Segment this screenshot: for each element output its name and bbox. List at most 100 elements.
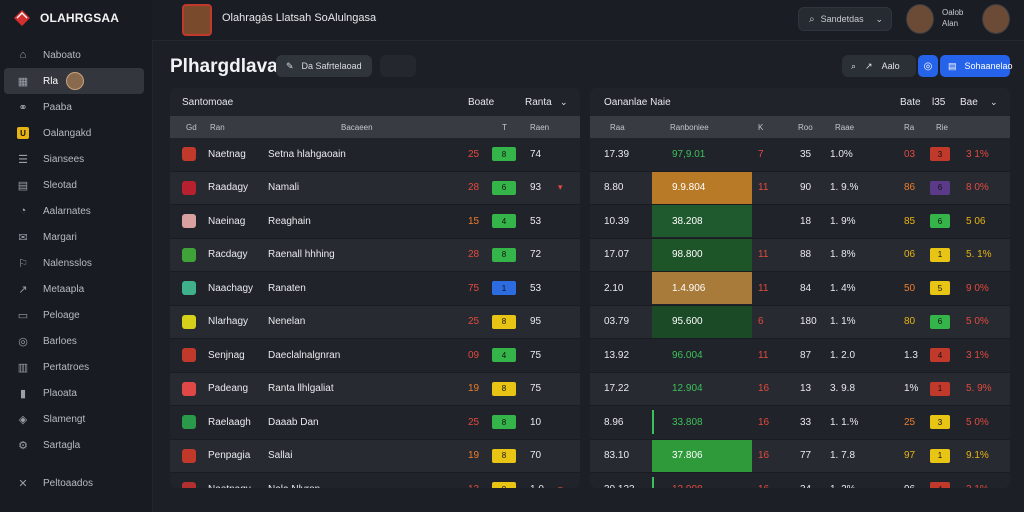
sidebar-item[interactable]: ◔ Aalarnates (0, 198, 152, 224)
col-label[interactable]: Ranboniee (670, 122, 709, 132)
col-label[interactable]: Roo (798, 122, 813, 132)
table-row[interactable]: Senjnag Daeclalnalgnran 09 4 75 (170, 339, 580, 373)
sidebar-item[interactable]: ▥ Pertatroes (0, 354, 152, 380)
sidebar-item[interactable]: ⚐ Nalensslos (0, 250, 152, 276)
sidebar-item[interactable]: ◎ Barloes (0, 328, 152, 354)
sidebar-item[interactable]: ▤ Sleotad (0, 172, 152, 198)
table-row[interactable]: Nlarhagy Nenelan 25 8 95 (170, 305, 580, 339)
logo-icon (14, 10, 30, 26)
sidebar-item[interactable]: ▭ Peloage (0, 302, 152, 328)
sidebar-item[interactable]: ✕ Peltoaados (0, 470, 152, 496)
table-row[interactable]: Padeang Ranta llhlgaliat 19 8 75 (170, 372, 580, 406)
table-row[interactable]: Penpagia Sallai 19 8 70 (170, 439, 580, 473)
trend-icon: ↗ (18, 283, 28, 296)
sidebar-item[interactable]: U Oalangakd (0, 120, 152, 146)
filter-button[interactable]: ✎ Da Safrtelaoad (276, 55, 372, 77)
primary-button[interactable]: ▤ Sohaanelao (940, 55, 1013, 77)
col-label[interactable]: Ra (904, 122, 915, 132)
trend-arrow-icon: ▾ (558, 484, 563, 488)
value: 74 (530, 148, 542, 160)
sidebar-item[interactable]: ▦ Rla (4, 68, 144, 94)
header-col-3[interactable]: Bae (960, 96, 978, 108)
list-icon: ▤ (948, 60, 957, 71)
sidebar-item[interactable]: ⚙ Sartagla (0, 432, 152, 458)
link-icon[interactable]: ↗ (865, 60, 873, 71)
sidebar-item[interactable]: ☰ Siansees (0, 146, 152, 172)
table-row[interactable]: Naetnagy Nala Nlyron 13 8 1.0 ▾ (170, 473, 580, 488)
sidebar-item[interactable]: ⚭ Paaba (0, 94, 152, 120)
chart-icon: ◔ (19, 205, 27, 217)
sidebar-item[interactable]: ↗ Metaapla (0, 276, 152, 302)
table-row[interactable]: 8.80 9.9.804 11 90 1. 9.% 86 6 8 0% (590, 171, 1010, 205)
stat-k: 16 (758, 450, 770, 462)
table-row[interactable]: 2.10 1.4.906 11 84 1. 4% 50 5 9 0% (590, 272, 1010, 306)
stat-e: 96 (904, 484, 915, 488)
header-col-1[interactable]: Boate (468, 96, 495, 108)
bar-icon: ▮ (19, 387, 27, 400)
col-label[interactable]: Raae (835, 122, 855, 132)
search-action-icon[interactable]: ⌕ (851, 60, 857, 71)
table-row[interactable]: 17.22 12.904 16 13 3. 9.8 1% 1 5. 9% (590, 372, 1010, 406)
stats-panel: Oananlae Naie Bate l35 Bae ⌄ Raa Ranboni… (590, 88, 1010, 488)
search-dropdown[interactable]: ⌕ Sandetdas ⌄ (798, 7, 892, 31)
table-row[interactable]: 17.39 97,9.01 7 35 1.0% 03 3 3 1% (590, 138, 1010, 172)
table-row[interactable]: 03.79 95.600 6 180 1. 1% 80 6 5 0% (590, 305, 1010, 339)
table-row[interactable]: Racdagy Raenall hhhing 28 8 72 (170, 238, 580, 272)
sidebar-item[interactable]: ⌂ Naboato (0, 42, 152, 68)
col-label[interactable]: T (502, 122, 507, 132)
table-row[interactable]: 10.39 38.208 18 1. 9% 85 6 5 06 (590, 205, 1010, 239)
col-label[interactable]: K (758, 122, 764, 132)
stat-b: 95.600 (652, 305, 752, 338)
table-row[interactable]: 83.10 37.806 16 77 1. 7.8 97 1 9.1% (590, 439, 1010, 473)
team-avatar[interactable] (182, 4, 212, 36)
folder-icon: ▭ (17, 309, 29, 322)
score: 25 (468, 148, 480, 160)
col-label[interactable]: Raen (530, 122, 550, 132)
stat-d: 1. 7.8 (830, 450, 856, 462)
col-label[interactable]: Gd (186, 122, 197, 132)
header-col-1[interactable]: Bate (900, 96, 921, 108)
refresh-button[interactable]: ◎ (918, 55, 938, 77)
sidebar-item[interactable]: ✉ Margari (0, 224, 152, 250)
stat-e: 1.3 (904, 349, 918, 361)
sidebar-item-label: Paaba (43, 101, 72, 113)
grid-icon: ▦ (17, 75, 29, 88)
profile-avatar[interactable] (982, 4, 1010, 34)
stats-rows: 17.39 97,9.01 7 35 1.0% 03 3 3 1% 8.80 9.9.804 11 9… (590, 138, 1010, 488)
value: 93 (530, 182, 542, 194)
col-label[interactable]: Rie (936, 122, 949, 132)
sidebar-item[interactable]: ◈ Slamengt (0, 406, 152, 432)
header-col-2[interactable]: Ranta (525, 96, 552, 108)
app-name: OLAHRGSAA (40, 11, 120, 25)
sidebar-item[interactable]: ▮ Plaoata (0, 380, 152, 406)
col-label[interactable]: Ran (210, 122, 225, 132)
score: 25 (468, 416, 480, 428)
col-label[interactable]: Bacaeen (341, 122, 373, 132)
team-name: Ranaten (268, 282, 306, 294)
stats-column-header: Raa Ranboniee K Roo Raae Ra Rie (590, 116, 1010, 138)
secondary-button[interactable] (380, 55, 416, 77)
table-row[interactable]: Raadagy Namali 28 6 93 ▾ (170, 171, 580, 205)
table-row[interactable]: 13.92 96.004 11 87 1. 2.0 1.3 4 3 1% (590, 339, 1010, 373)
user-avatar[interactable] (906, 4, 934, 34)
table-icon: ▥ (17, 361, 29, 374)
app-logo[interactable]: OLAHRGSAA (12, 8, 119, 28)
stat-f: 5 0% (966, 316, 989, 328)
stat-e: 25 (904, 416, 916, 428)
chevron-down-icon[interactable]: ⌄ (990, 96, 998, 107)
col-label[interactable]: Raa (610, 122, 625, 132)
table-row[interactable]: Raelaagh Daaab Dan 25 8 10 (170, 406, 580, 440)
table-row[interactable]: Naeinag Reaghain 15 4 53 (170, 205, 580, 239)
flag-icon: ⚐ (18, 257, 28, 270)
action-group[interactable]: ⌕ ↗ Aalo (842, 55, 916, 77)
table-row[interactable]: 8.96 33.808 16 33 1. 1.% 25 3 5 0% (590, 406, 1010, 440)
table-row[interactable]: Naachagy Ranaten 75 1 53 (170, 272, 580, 306)
chevron-down-icon[interactable]: ⌄ (560, 96, 568, 107)
header-col-2[interactable]: l35 (932, 96, 946, 108)
table-row[interactable]: 17.07 98.800 11 88 1. 8% 06 1 5. 1% (590, 238, 1010, 272)
team-flag-icon (182, 314, 196, 329)
team-name: Nenelan (268, 316, 306, 328)
table-row[interactable]: Naetnag Setna hlahgaoain 25 8 74 (170, 138, 580, 172)
team-flag-icon (182, 247, 196, 262)
table-row[interactable]: 30.123 12.908 16 34 1. 2% 96 4 3 1% (590, 473, 1010, 488)
